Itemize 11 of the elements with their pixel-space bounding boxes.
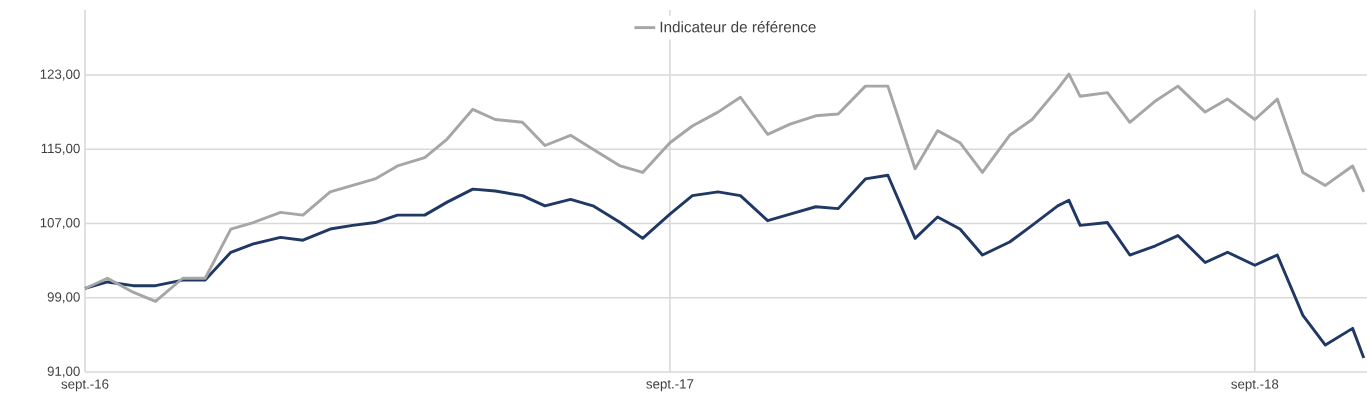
y-tick-label: 99,00 — [47, 292, 80, 304]
x-tick-label: sept.-17 — [646, 379, 694, 392]
x-tick-label: sept.-16 — [61, 379, 109, 392]
y-tick-label: 107,00 — [40, 218, 80, 229]
y-tick-label: 115,00 — [41, 143, 80, 155]
y-tick-label: 91,00 — [47, 366, 80, 378]
line-series — [83, 72, 1366, 303]
legend-label: Indicateur de référence — [660, 21, 816, 33]
y-tick-label: 123,00 — [40, 69, 80, 81]
x-tick-label: sept.-18 — [1231, 379, 1279, 392]
line-series — [83, 173, 1366, 360]
